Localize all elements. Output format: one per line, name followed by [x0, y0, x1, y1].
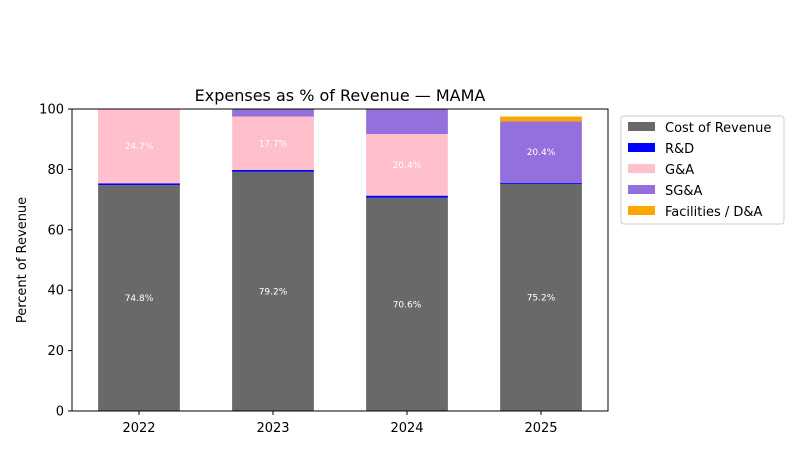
bar-labels-layer: 74.8% 24.7% 79.2% 17.7% 70.6% 20.4% 75.2% 20.4%	[125, 139, 556, 310]
y-tick-label: 0	[56, 405, 64, 420]
x-tick-label: 2025	[524, 421, 557, 436]
y-axis: 0 20 40 60 80 100	[39, 103, 72, 420]
bar-segment	[500, 183, 582, 411]
legend-swatch	[628, 143, 655, 152]
legend-swatch	[628, 185, 655, 194]
x-tick-label: 2023	[256, 421, 289, 436]
y-tick-label: 20	[47, 344, 64, 359]
legend-swatch	[628, 206, 655, 215]
legend-swatch	[628, 122, 655, 131]
bars-layer	[98, 109, 582, 411]
bar-segment	[366, 134, 448, 196]
legend: Cost of Revenue R&D G&A SG&A Facilities / D&…	[620, 115, 785, 225]
y-tick-label: 40	[47, 284, 64, 299]
bar-segment	[232, 171, 314, 411]
bar-data-label: 79.2%	[259, 287, 288, 297]
x-tick-label: 2022	[122, 421, 155, 436]
y-axis-title: Percent of Revenue	[15, 197, 30, 323]
x-axis: 2022 2023 2024 2025	[122, 411, 558, 436]
bar-data-label: 75.2%	[527, 293, 556, 303]
bar-segment	[232, 170, 314, 172]
y-tick-label: 100	[39, 103, 64, 118]
bar-data-label: 17.7%	[259, 139, 288, 149]
bar-segment	[500, 116, 582, 122]
x-tick-label: 2024	[390, 421, 423, 436]
bar-segment	[232, 109, 314, 117]
bar-segment	[366, 197, 448, 411]
chart-title: Expenses as % of Revenue — MAMA	[195, 86, 486, 105]
legend-label: SG&A	[665, 184, 702, 199]
bar-segment	[98, 183, 180, 186]
y-tick-label: 60	[47, 223, 64, 238]
bar-segment	[232, 116, 314, 171]
legend-label: Facilities / D&A	[665, 205, 763, 220]
bar-segment	[98, 109, 180, 184]
bar-segment	[500, 121, 582, 183]
bar-segment	[98, 185, 180, 411]
y-tick-label: 80	[47, 163, 64, 178]
plot-frame	[71, 108, 609, 412]
bar-data-label: 74.8%	[125, 294, 154, 304]
bar-data-label: 20.4%	[393, 161, 422, 171]
bar-segment	[366, 195, 448, 198]
legend-swatch	[628, 164, 655, 173]
bar-data-label: 70.6%	[393, 300, 422, 310]
bar-data-label: 24.7%	[125, 142, 154, 152]
bar-data-label: 20.4%	[527, 148, 556, 158]
legend-label: R&D	[665, 142, 694, 157]
legend-frame	[620, 115, 785, 225]
legend-label: G&A	[665, 163, 694, 178]
bar-segment	[500, 182, 582, 184]
bar-segment	[366, 109, 448, 135]
legend-label: Cost of Revenue	[665, 121, 771, 136]
